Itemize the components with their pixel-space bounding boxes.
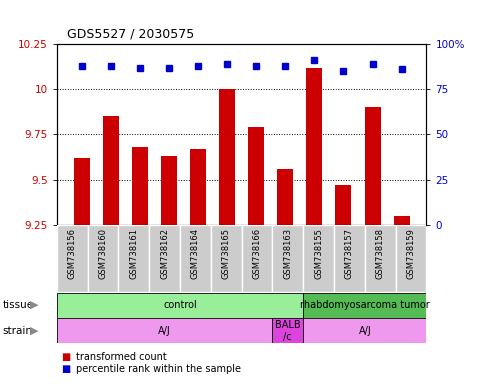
Bar — [149, 225, 180, 292]
Bar — [211, 225, 242, 292]
Text: ■: ■ — [62, 352, 71, 362]
Bar — [57, 293, 303, 318]
Text: ▶: ▶ — [30, 300, 38, 310]
Text: GSM738162: GSM738162 — [160, 228, 169, 279]
Bar — [303, 293, 426, 318]
Bar — [103, 116, 119, 225]
Text: A/J: A/J — [158, 326, 171, 336]
Text: control: control — [163, 300, 197, 310]
Text: GSM738166: GSM738166 — [252, 228, 261, 279]
Bar — [161, 156, 177, 225]
Text: tissue: tissue — [2, 300, 34, 310]
Text: ■: ■ — [62, 364, 71, 374]
Text: GSM738163: GSM738163 — [283, 228, 292, 279]
Bar — [242, 225, 272, 292]
Text: strain: strain — [2, 326, 33, 336]
Bar — [334, 225, 365, 292]
Bar — [277, 169, 293, 225]
Text: GSM738161: GSM738161 — [129, 228, 138, 279]
Text: ▶: ▶ — [30, 326, 38, 336]
Bar — [393, 215, 410, 225]
Bar — [335, 185, 352, 225]
Bar — [57, 318, 272, 343]
Text: transformed count: transformed count — [76, 352, 167, 362]
Text: GSM738159: GSM738159 — [407, 228, 416, 279]
Text: rhabdomyosarcoma tumor: rhabdomyosarcoma tumor — [300, 300, 430, 310]
Text: GSM738155: GSM738155 — [314, 228, 323, 279]
Text: percentile rank within the sample: percentile rank within the sample — [76, 364, 242, 374]
Bar — [190, 149, 206, 225]
Text: GSM738160: GSM738160 — [99, 228, 107, 279]
Bar — [303, 318, 426, 343]
Bar — [365, 225, 395, 292]
Text: GSM738157: GSM738157 — [345, 228, 354, 279]
Bar — [118, 225, 149, 292]
Bar — [303, 225, 334, 292]
Text: GDS5527 / 2030575: GDS5527 / 2030575 — [67, 27, 194, 40]
Bar — [73, 158, 90, 225]
Bar — [364, 107, 381, 225]
Bar — [395, 225, 426, 292]
Text: GSM738164: GSM738164 — [191, 228, 200, 279]
Text: GSM738158: GSM738158 — [376, 228, 385, 279]
Text: BALB
/c: BALB /c — [275, 320, 301, 342]
Bar — [180, 225, 211, 292]
Bar — [219, 89, 235, 225]
Text: GSM738165: GSM738165 — [222, 228, 231, 279]
Bar — [272, 318, 303, 343]
Bar — [57, 225, 88, 292]
Text: A/J: A/J — [358, 326, 371, 336]
Bar — [306, 68, 322, 225]
Bar — [132, 147, 148, 225]
Bar — [88, 225, 118, 292]
Bar — [272, 225, 303, 292]
Bar — [248, 127, 264, 225]
Text: GSM738156: GSM738156 — [68, 228, 76, 279]
